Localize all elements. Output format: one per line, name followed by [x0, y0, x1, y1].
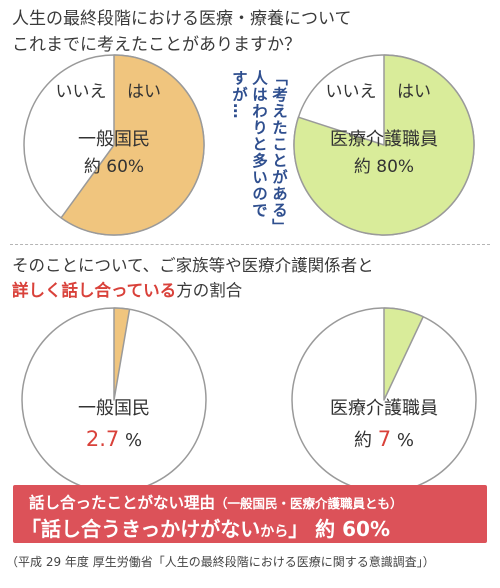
- banner-line-1: 話し合ったことがない理由（一般国民・医療介護職員とも）: [29, 491, 403, 513]
- section2-line-2: 詳しく話し合っている方の割合: [12, 277, 242, 301]
- section2-line-1: そのことについて、ご家族等や医療介護関係者と: [12, 256, 374, 275]
- question-line-1: 人生の最終段階における医療・療養について: [12, 9, 352, 29]
- section2-highlight: 詳しく話し合っている: [12, 281, 177, 300]
- banner-line-2-close: 」: [288, 517, 309, 541]
- pie-public-consider-name: 一般国民: [78, 129, 150, 150]
- section2-rest: 方の割合: [176, 281, 243, 300]
- pie-public-consider-label-no: いいえ: [56, 82, 107, 102]
- pie-professional-consider-label-yes: はい: [397, 82, 431, 102]
- pie-public-discussed-slice: [113, 307, 131, 401]
- source-citation: （平成 29 年度 厚生労働省「人生の最終段階における医療に関する意識調査」）: [6, 555, 435, 569]
- section-divider: [10, 244, 490, 245]
- pie-professional-discussed-value-prefix: 約: [354, 430, 378, 451]
- pie-professional-consider-slice: [293, 54, 475, 236]
- pie-professional-discussed-slice: [383, 307, 424, 401]
- banner-percent: 約 60%: [315, 517, 391, 541]
- banner-line-2: 「話し合うきっかけがないから」 約 60%: [21, 513, 390, 542]
- pie-professional-discussed-value-number: 7: [378, 427, 391, 451]
- annotation-col-3: すが…: [230, 70, 248, 120]
- pie-professional-discussed-value-unit: %: [391, 430, 414, 451]
- pie-professional-consider-value: 約 80%: [354, 157, 414, 177]
- question-line-2: これまでに考えたことがありますか？: [12, 35, 301, 55]
- pie-public-consider-value: 約 60%: [84, 157, 144, 177]
- pie-public-discussed-name: 一般国民: [78, 398, 150, 419]
- pie-public-consider-label-yes: はい: [127, 82, 161, 102]
- annotation-col-1: 「考えたことがある」: [270, 70, 288, 235]
- pie-public-consider-slice: [60, 54, 205, 236]
- pie-public-discussed-value-unit: %: [119, 430, 142, 451]
- pie-public-discussed-value: 2.7 %: [86, 427, 142, 451]
- banner-line-2-small: から: [260, 524, 289, 540]
- banner-line-1-note: （一般国民・医療介護職員とも）: [215, 496, 403, 511]
- pie-professional-discussed-value: 約 7 %: [354, 427, 414, 451]
- pie-professional-consider-name: 医療介護職員: [330, 129, 438, 150]
- reason-banner: 話し合ったことがない理由（一般国民・医療介護職員とも） 「話し合うきっかけがない…: [13, 485, 487, 543]
- banner-line-2-main: 「話し合うきっかけがない: [21, 517, 261, 541]
- pie-public-discussed-value-number: 2.7: [86, 427, 119, 451]
- banner-line-1-main: 話し合ったことがない理由: [29, 494, 216, 512]
- annotation: 「考えたことがある」 人はわりと多いので すが…: [212, 70, 292, 235]
- pie-professional-discussed-name: 医療介護職員: [330, 398, 438, 419]
- pie-professional-consider-label-no: いいえ: [326, 82, 377, 102]
- annotation-col-2: 人はわりと多いので: [250, 70, 268, 219]
